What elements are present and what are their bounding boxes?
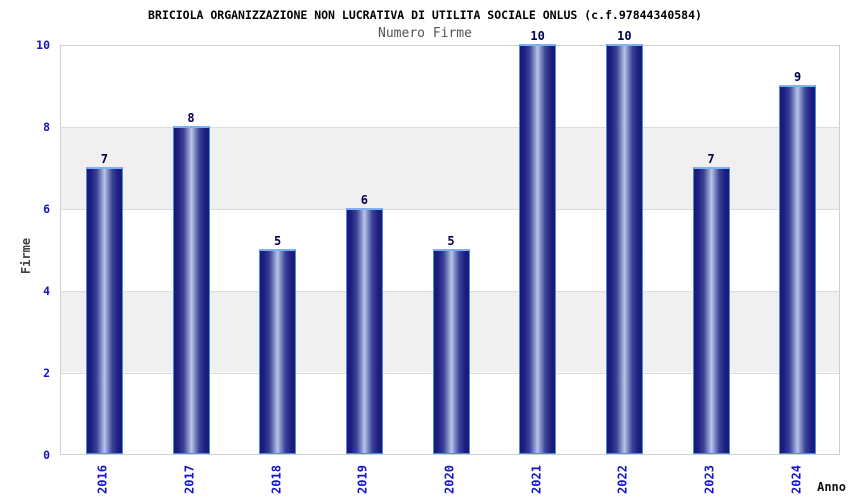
x-tick-label: 2022	[615, 465, 630, 494]
chart-subtitle: Numero Firme	[378, 26, 472, 41]
plot-area: 7 8 5 6 5 10 10 7 9	[60, 29, 840, 455]
bar-value-label: 10	[617, 29, 632, 43]
y-tick-label: 6	[43, 202, 50, 216]
x-tick-label: 2020	[442, 465, 457, 494]
bar-2019	[345, 208, 383, 454]
bar-value-label: 8	[187, 111, 195, 125]
bar-2024	[779, 85, 817, 454]
x-tick-label: 2021	[529, 465, 544, 494]
y-tick-label: 2	[43, 366, 50, 380]
gridline	[61, 127, 839, 128]
x-tick-label: 2018	[269, 465, 284, 494]
x-tick-label: 2023	[702, 465, 717, 494]
bar-2017	[172, 126, 210, 454]
bar-2016	[85, 167, 123, 454]
bar-value-label: 6	[360, 193, 368, 207]
x-tick-label: 2024	[789, 465, 804, 494]
bar-2018	[259, 249, 297, 454]
bar-2022	[605, 44, 643, 454]
y-tick-label: 0	[43, 448, 50, 462]
bar-value-label: 9	[794, 70, 802, 84]
x-tick-label: 2016	[95, 465, 110, 494]
bar-value-label: 5	[274, 234, 282, 248]
y-tick-label: 4	[43, 284, 50, 298]
y-tick-label: 8	[43, 120, 50, 134]
chart-title: BRICIOLA ORGANIZZAZIONE NON LUCRATIVA DI…	[148, 8, 702, 22]
bar-value-label: 7	[707, 152, 715, 166]
bar-value-label: 10	[530, 29, 545, 43]
bar-value-label: 7	[100, 152, 108, 166]
bar-value-label: 5	[447, 234, 455, 248]
gridline	[61, 209, 839, 210]
x-axis-title: Anno	[817, 480, 846, 494]
y-tick-label: 10	[36, 38, 50, 52]
bar-2021	[519, 44, 557, 454]
x-tick-label: 2017	[182, 465, 197, 494]
x-tick-label: 2019	[355, 465, 370, 494]
bar-2020	[432, 249, 470, 454]
bar-2023	[692, 167, 730, 454]
